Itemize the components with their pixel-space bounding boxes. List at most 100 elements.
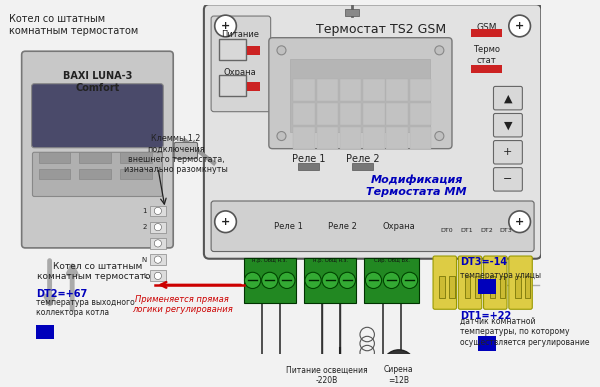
Text: Термостат TS2 GSM: Термостат TS2 GSM xyxy=(316,23,446,36)
Bar xyxy=(490,276,495,298)
Text: BAXI LUNA-3
Comfort: BAXI LUNA-3 Comfort xyxy=(63,71,132,93)
Circle shape xyxy=(365,272,382,288)
Bar xyxy=(39,168,70,179)
Bar xyxy=(293,127,315,149)
Bar xyxy=(364,258,419,303)
Text: Клеммы 1,2
подключения
внешнего термостата,
изначально разомкнуты: Клеммы 1,2 подключения внешнего термоста… xyxy=(124,134,228,174)
Circle shape xyxy=(383,350,415,382)
Bar xyxy=(340,127,361,149)
FancyBboxPatch shape xyxy=(32,152,163,197)
Text: ▼: ▼ xyxy=(503,120,512,130)
Text: Реле 2: Реле 2 xyxy=(346,154,379,164)
FancyBboxPatch shape xyxy=(493,168,523,191)
Circle shape xyxy=(383,272,400,288)
FancyBboxPatch shape xyxy=(211,16,271,112)
Circle shape xyxy=(262,272,278,288)
Circle shape xyxy=(154,240,161,247)
Circle shape xyxy=(215,15,236,37)
Circle shape xyxy=(435,46,444,55)
FancyBboxPatch shape xyxy=(32,84,163,148)
Text: Применяется прямая
логики регулирования: Применяется прямая логики регулирования xyxy=(132,295,233,315)
Bar xyxy=(293,103,315,125)
FancyBboxPatch shape xyxy=(219,75,246,96)
Bar xyxy=(471,29,502,37)
Bar xyxy=(150,254,166,265)
Text: ▲: ▲ xyxy=(503,93,512,103)
Bar xyxy=(150,271,166,281)
Bar xyxy=(79,152,111,163)
Bar xyxy=(150,238,166,249)
Bar xyxy=(247,46,260,55)
FancyBboxPatch shape xyxy=(493,113,523,137)
Circle shape xyxy=(401,272,418,288)
Bar xyxy=(471,65,502,73)
FancyBboxPatch shape xyxy=(211,201,534,252)
Text: DT3=-14: DT3=-14 xyxy=(460,257,507,267)
Bar xyxy=(386,79,408,101)
Bar xyxy=(478,336,496,351)
Circle shape xyxy=(305,272,321,288)
Text: Реле 2: Реле 2 xyxy=(328,222,357,231)
Bar xyxy=(363,103,385,125)
Circle shape xyxy=(154,272,161,279)
FancyBboxPatch shape xyxy=(22,51,173,248)
Text: +: + xyxy=(515,217,524,227)
Text: DT2=+67: DT2=+67 xyxy=(36,289,88,299)
FancyBboxPatch shape xyxy=(433,256,457,309)
FancyBboxPatch shape xyxy=(509,256,532,309)
Bar xyxy=(464,276,470,298)
Text: +: + xyxy=(221,217,230,227)
Bar xyxy=(363,79,385,101)
Bar xyxy=(525,276,530,298)
FancyBboxPatch shape xyxy=(204,4,541,259)
Circle shape xyxy=(215,211,236,233)
Text: Термо
стат: Термо стат xyxy=(473,45,500,65)
Text: GSM: GSM xyxy=(476,23,497,32)
Text: +: + xyxy=(503,147,512,157)
Bar xyxy=(344,9,359,16)
Bar xyxy=(150,205,166,216)
Bar xyxy=(410,79,431,101)
FancyBboxPatch shape xyxy=(484,256,507,309)
Bar xyxy=(244,258,296,303)
Circle shape xyxy=(277,132,286,140)
Bar xyxy=(340,103,361,125)
FancyBboxPatch shape xyxy=(493,140,523,164)
Text: −: − xyxy=(503,175,512,184)
Bar xyxy=(500,276,505,298)
Text: датчик комнатной
температуры, по которому
осуществляется регулирование: датчик комнатной температуры, по котором… xyxy=(460,317,590,347)
Bar xyxy=(317,103,338,125)
Bar xyxy=(298,163,319,170)
Text: DT2: DT2 xyxy=(480,228,493,233)
Text: н.р. Общ н.з.: н.р. Общ н.з. xyxy=(313,258,347,263)
Text: Сир. Общ Вх.: Сир. Общ Вх. xyxy=(374,258,409,263)
Bar xyxy=(317,127,338,149)
Circle shape xyxy=(277,46,286,55)
Bar xyxy=(293,79,315,101)
Text: N: N xyxy=(142,257,147,263)
Text: н.р. Общ н.з.: н.р. Общ н.з. xyxy=(252,258,287,263)
Bar xyxy=(352,163,373,170)
Bar xyxy=(120,168,152,179)
Text: 1: 1 xyxy=(143,208,147,214)
Circle shape xyxy=(154,207,161,214)
Bar xyxy=(79,168,111,179)
Circle shape xyxy=(154,256,161,263)
Text: DT1=+22: DT1=+22 xyxy=(460,312,511,322)
Text: Модификация
Термостата ММ: Модификация Термостата ММ xyxy=(367,175,467,197)
Bar xyxy=(410,127,431,149)
Bar xyxy=(363,127,385,149)
Text: Котел со штатным
комнатным термостатом: Котел со штатным комнатным термостатом xyxy=(9,14,138,36)
Circle shape xyxy=(339,272,355,288)
Bar xyxy=(39,152,70,163)
Circle shape xyxy=(154,224,161,231)
Text: Котел со штатным
комнатным термостатом: Котел со штатным комнатным термостатом xyxy=(37,262,158,281)
Bar xyxy=(290,59,430,132)
Text: Сирена
=12В: Сирена =12В xyxy=(384,365,413,385)
Circle shape xyxy=(322,272,338,288)
Text: Питание: Питание xyxy=(221,31,259,39)
Text: Реле 1: Реле 1 xyxy=(292,154,325,164)
FancyBboxPatch shape xyxy=(174,142,197,159)
Bar xyxy=(340,79,361,101)
Bar xyxy=(478,279,496,294)
